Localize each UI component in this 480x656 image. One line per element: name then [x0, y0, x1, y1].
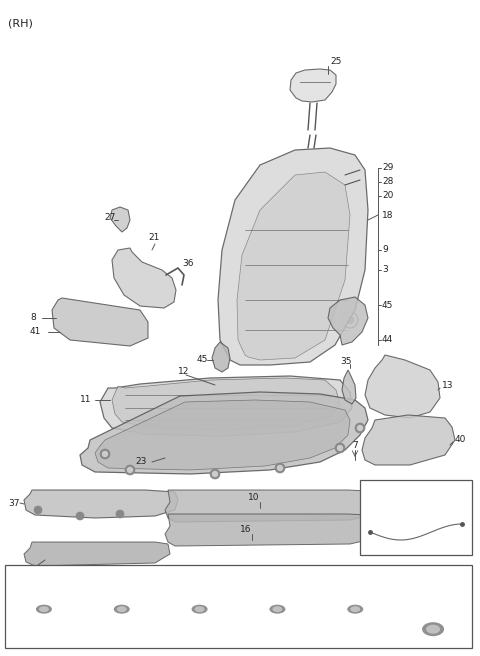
- Polygon shape: [95, 400, 350, 470]
- Circle shape: [355, 423, 365, 433]
- Polygon shape: [100, 376, 352, 436]
- Ellipse shape: [36, 605, 52, 613]
- Polygon shape: [237, 172, 350, 360]
- Circle shape: [210, 469, 220, 479]
- Text: 5: 5: [30, 565, 36, 575]
- Ellipse shape: [273, 606, 282, 612]
- Text: 37: 37: [8, 499, 20, 508]
- Ellipse shape: [192, 605, 207, 613]
- Text: 25: 25: [330, 58, 341, 66]
- Circle shape: [213, 472, 217, 476]
- Circle shape: [335, 443, 345, 453]
- Ellipse shape: [117, 606, 127, 612]
- Bar: [360, 480, 472, 555]
- Circle shape: [346, 316, 354, 324]
- Text: 31: 31: [271, 581, 284, 591]
- Text: 16: 16: [240, 525, 252, 535]
- Text: 40: 40: [455, 436, 467, 445]
- Text: 21: 21: [148, 234, 159, 243]
- Ellipse shape: [426, 625, 440, 634]
- Text: 41: 41: [30, 327, 41, 337]
- Polygon shape: [80, 392, 368, 474]
- Circle shape: [100, 449, 110, 459]
- Circle shape: [76, 512, 84, 520]
- Text: 20: 20: [382, 192, 394, 201]
- Ellipse shape: [422, 622, 444, 636]
- Polygon shape: [342, 370, 356, 404]
- Text: 30: 30: [193, 581, 206, 591]
- Text: 11: 11: [80, 396, 92, 405]
- Polygon shape: [290, 69, 336, 102]
- Circle shape: [277, 466, 283, 470]
- Polygon shape: [24, 490, 178, 518]
- Text: 29: 29: [382, 163, 394, 173]
- Ellipse shape: [194, 606, 204, 612]
- Polygon shape: [24, 542, 170, 566]
- Circle shape: [116, 510, 124, 518]
- Text: 7: 7: [352, 440, 358, 449]
- Bar: [5, 565, 472, 648]
- Polygon shape: [218, 148, 368, 365]
- Polygon shape: [110, 207, 130, 232]
- Text: 9: 9: [382, 245, 388, 255]
- Text: 28: 28: [382, 178, 394, 186]
- Text: 23: 23: [135, 457, 146, 466]
- Text: (RH): (RH): [8, 18, 33, 28]
- Circle shape: [128, 468, 132, 472]
- Text: 10: 10: [248, 493, 260, 502]
- Ellipse shape: [350, 606, 360, 612]
- Text: 33: 33: [426, 581, 440, 591]
- Text: 45: 45: [197, 356, 208, 365]
- Ellipse shape: [114, 605, 130, 613]
- Text: 12: 12: [178, 367, 190, 377]
- Ellipse shape: [39, 606, 49, 612]
- Circle shape: [337, 445, 343, 451]
- Polygon shape: [328, 297, 368, 345]
- Text: 36: 36: [182, 260, 193, 268]
- Polygon shape: [52, 298, 148, 346]
- Text: 3: 3: [382, 266, 388, 274]
- Ellipse shape: [347, 605, 363, 613]
- Text: 27: 27: [104, 213, 115, 222]
- Text: 24: 24: [115, 581, 128, 591]
- Circle shape: [358, 426, 362, 430]
- Polygon shape: [112, 378, 340, 430]
- Text: 18: 18: [382, 211, 394, 220]
- Circle shape: [275, 463, 285, 473]
- Polygon shape: [165, 514, 390, 546]
- Circle shape: [103, 451, 108, 457]
- Circle shape: [125, 465, 135, 475]
- Polygon shape: [362, 415, 455, 465]
- Text: 45: 45: [382, 300, 394, 310]
- Text: 34: 34: [410, 489, 422, 499]
- Polygon shape: [212, 342, 230, 372]
- Polygon shape: [165, 490, 390, 522]
- Circle shape: [34, 506, 42, 514]
- Text: 8: 8: [30, 314, 36, 323]
- Ellipse shape: [269, 605, 286, 613]
- Text: 32: 32: [348, 581, 362, 591]
- Polygon shape: [365, 355, 440, 418]
- Text: 13: 13: [442, 380, 454, 390]
- Text: 35: 35: [340, 358, 351, 367]
- Polygon shape: [112, 248, 176, 308]
- Text: 2: 2: [41, 581, 47, 591]
- Text: 44: 44: [382, 335, 393, 344]
